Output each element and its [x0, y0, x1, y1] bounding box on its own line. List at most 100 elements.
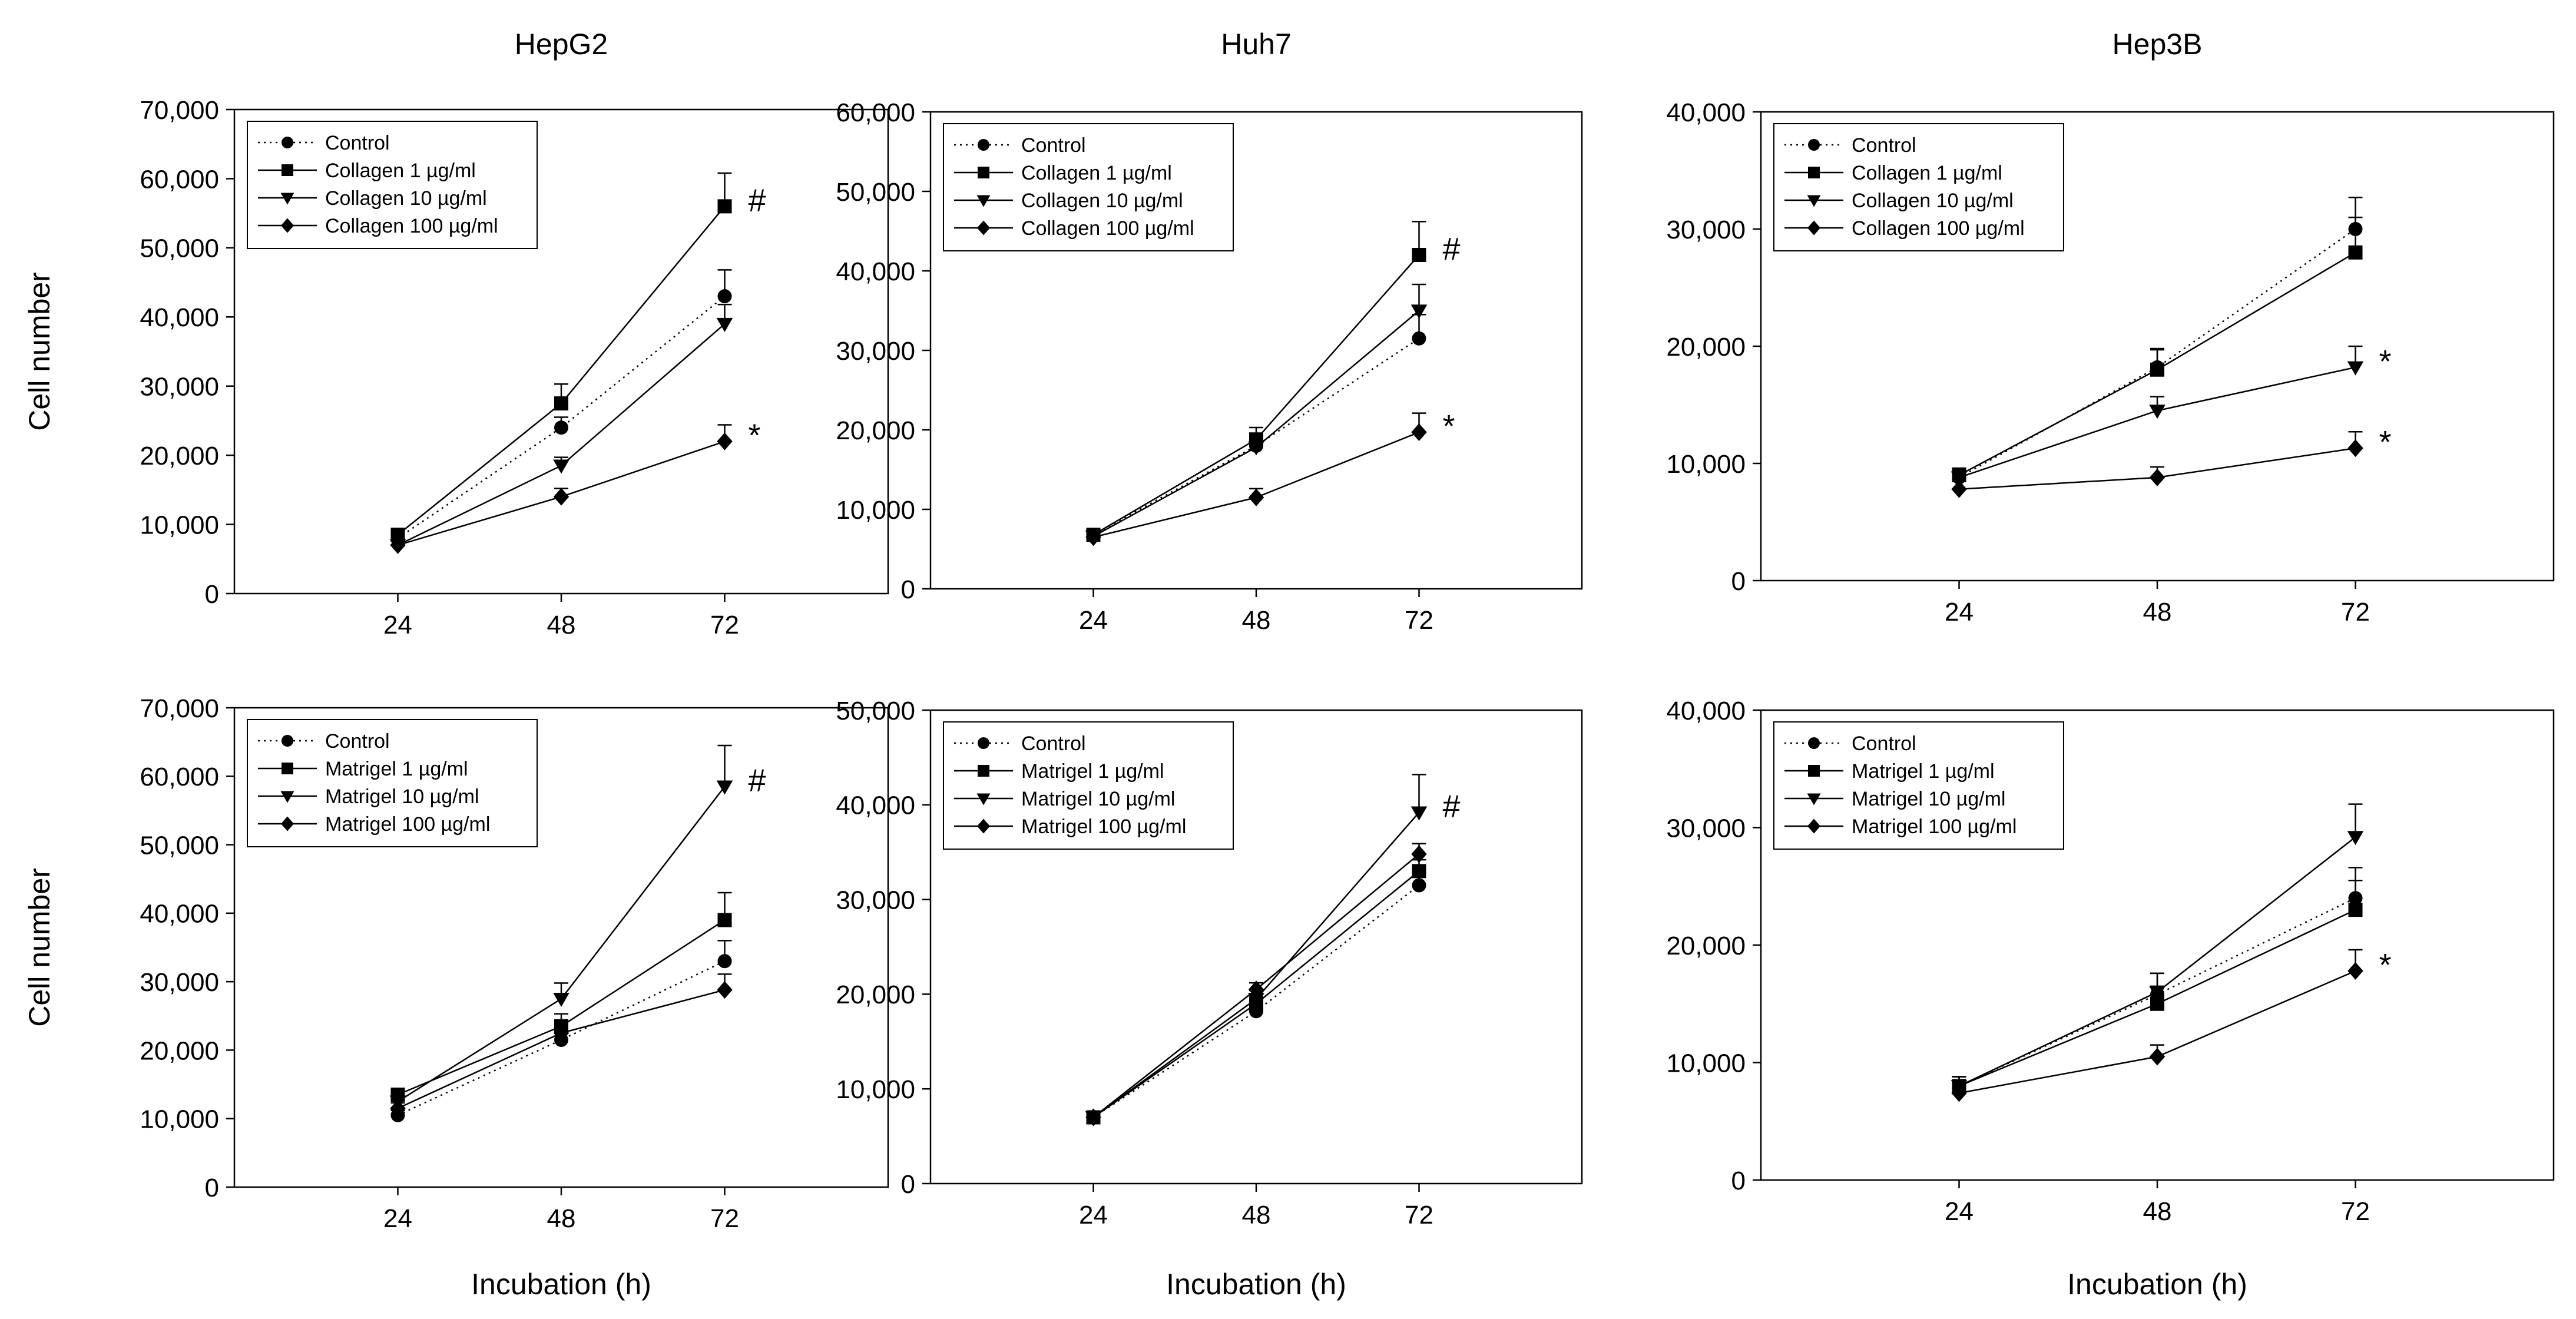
data-point — [2149, 405, 2166, 419]
y-tick-label: 40,000 — [1666, 697, 1746, 725]
legend-marker — [282, 164, 293, 176]
x-tick-label: 72 — [1405, 1201, 1433, 1229]
legend-label: Matrigel 100 µg/ml — [1852, 816, 2017, 838]
y-axis-label: Cell number — [23, 272, 56, 431]
legend-label: Matrigel 1 µg/ml — [325, 758, 468, 780]
legend-marker — [281, 218, 294, 233]
data-point — [554, 420, 568, 435]
legend-label: Collagen 10 µg/ml — [325, 187, 487, 210]
y-tick-label: 30,000 — [140, 968, 219, 997]
x-tick-label: 48 — [547, 611, 576, 639]
data-point — [1248, 993, 1264, 1008]
legend: Control Matrigel 1 µg/ml Matrigel 10 µg/ml… — [943, 721, 1234, 850]
legend-label: Control — [325, 132, 390, 154]
data-point — [2347, 361, 2364, 376]
y-tick-label: 70,000 — [140, 694, 219, 723]
y-tick-label: 20,000 — [140, 442, 219, 470]
data-point — [2149, 1048, 2166, 1066]
chart-panel-3: 0 10,000 20,000 30,000 40,000 24 48 72 Hep3B * * Co… — [1666, 28, 2555, 627]
legend-label: Collagen 100 µg/ml — [325, 215, 498, 237]
data-point — [1412, 331, 1426, 346]
y-tick-label: 10,000 — [140, 511, 219, 539]
y-tick-label: 60,000 — [836, 98, 915, 127]
significance-annotation: * — [2379, 947, 2392, 983]
data-point — [1412, 248, 1426, 262]
legend-marker — [280, 193, 294, 205]
legend-item: Collagen 10 µg/ml — [258, 187, 487, 210]
x-axis-label: Incubation (h) — [471, 1268, 651, 1301]
legend-item: Matrigel 10 µg/ml — [954, 788, 1175, 810]
legend-label: Control — [325, 730, 390, 753]
legend-label: Control — [1021, 733, 1086, 755]
chart-title: HepG2 — [515, 28, 608, 61]
data-point — [717, 913, 732, 927]
data-point — [1085, 1108, 1101, 1126]
legend-label: Collagen 1 µg/ml — [1021, 162, 1172, 184]
legend-label: Matrigel 100 µg/ml — [325, 813, 490, 836]
legend-marker — [978, 765, 989, 777]
legend-item: Collagen 1 µg/ml — [258, 160, 476, 182]
series-4 — [1951, 431, 2363, 498]
data-point — [716, 780, 733, 795]
y-tick-label: 0 — [901, 1170, 915, 1199]
legend-marker — [1807, 793, 1821, 806]
legend-marker — [976, 195, 991, 207]
data-point — [1412, 878, 1426, 893]
series-line — [397, 960, 726, 1116]
y-tick-label: 30,000 — [836, 337, 915, 366]
legend-marker — [282, 137, 293, 148]
legend-item: Collagen 1 µg/ml — [954, 162, 1172, 184]
legend-label: Matrigel 1 µg/ml — [1852, 760, 1995, 783]
x-tick-label: 72 — [710, 1204, 739, 1233]
y-tick-label: 10,000 — [836, 496, 915, 525]
legend-item: Control — [1784, 134, 1916, 157]
legend-marker — [1807, 818, 1820, 834]
legend-label: Matrigel 1 µg/ml — [1021, 760, 1164, 783]
legend-label: Matrigel 10 µg/ml — [1021, 788, 1175, 810]
y-tick-label: 50,000 — [140, 831, 219, 860]
y-tick-label: 40,000 — [140, 303, 219, 332]
series-4 — [390, 973, 733, 1118]
data-point — [716, 317, 733, 332]
series-4 — [1085, 843, 1427, 1126]
y-axis-label: Cell number — [23, 868, 56, 1027]
chart-panel-4: 0 10,000 20,000 30,000 40,000 50,000 60,000 70,… — [23, 694, 889, 1301]
legend-item: Collagen 100 µg/ml — [258, 215, 498, 237]
legend-label: Collagen 1 µg/ml — [1852, 162, 2002, 184]
y-tick-label: 50,000 — [140, 234, 219, 263]
legend-marker — [280, 791, 294, 803]
legend-item: Matrigel 10 µg/ml — [258, 786, 479, 808]
legend-label: Control — [1021, 134, 1086, 157]
legend-item: Matrigel 1 µg/ml — [1784, 760, 1995, 783]
data-point — [554, 396, 568, 411]
chart-panel-5: 0 10,000 20,000 30,000 40,000 50,000 24 48 72 Inc… — [836, 697, 1583, 1301]
y-tick-label: 40,000 — [836, 791, 915, 820]
significance-annotation: # — [749, 763, 766, 798]
y-tick-label: 50,000 — [836, 697, 915, 725]
legend-marker — [1808, 167, 1820, 178]
y-tick-label: 0 — [205, 1174, 219, 1202]
legend-item: Matrigel 1 µg/ml — [954, 760, 1164, 783]
legend: Control Collagen 1 µg/ml Collagen 10 µg/ml… — [943, 123, 1234, 251]
y-tick-label: 20,000 — [140, 1036, 219, 1065]
x-tick-label: 24 — [1945, 598, 1974, 627]
y-tick-label: 30,000 — [1666, 216, 1746, 244]
y-tick-label: 10,000 — [1666, 1049, 1746, 1078]
data-point — [717, 432, 733, 450]
chart-panel-1: 0 10,000 20,000 30,000 40,000 50,000 60,000 70,… — [23, 28, 889, 639]
legend-item: Matrigel 10 µg/ml — [1784, 788, 2005, 810]
data-point — [1248, 980, 1264, 999]
y-tick-label: 30,000 — [140, 373, 219, 402]
y-tick-label: 20,000 — [836, 980, 915, 1009]
legend-marker — [281, 816, 294, 831]
legend-box — [943, 123, 1234, 251]
legend-label: Collagen 100 µg/ml — [1021, 217, 1194, 240]
series-line — [397, 296, 726, 539]
y-tick-label: 40,000 — [836, 257, 915, 286]
legend-box — [247, 719, 538, 847]
data-point — [1248, 488, 1264, 506]
significance-annotation: # — [749, 183, 766, 218]
legend-label: Matrigel 10 µg/ml — [1852, 788, 2005, 810]
legend: Control Matrigel 1 µg/ml Matrigel 10 µg/ml… — [1773, 721, 2064, 850]
